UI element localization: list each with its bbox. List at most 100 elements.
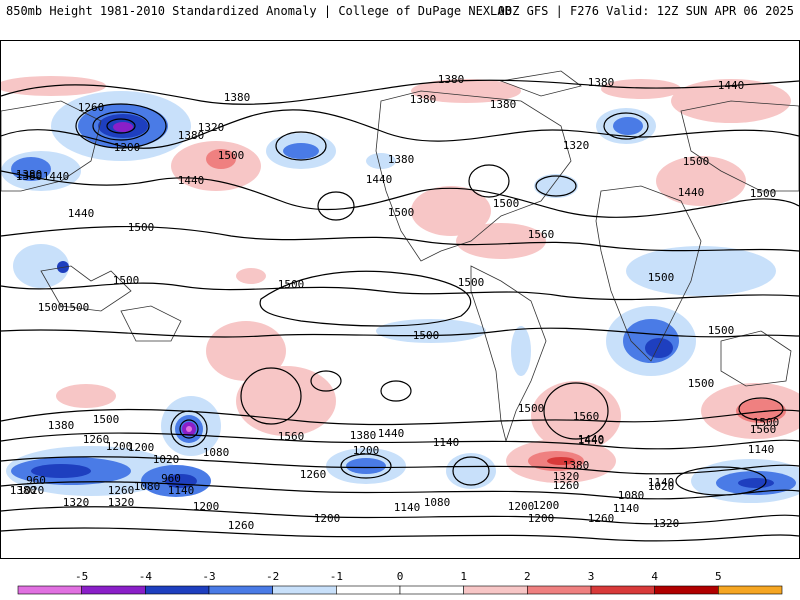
contour-label: 1260 (300, 468, 327, 481)
contour-label: 1140 (168, 484, 195, 497)
colorbar-swatch (272, 585, 337, 595)
contour-label: 1260 (83, 433, 110, 446)
colorbar-swatch (654, 585, 719, 595)
colorbar-swatch (590, 585, 655, 595)
contour-label: 1320 (653, 517, 680, 530)
contour-label: 1200 (128, 441, 155, 454)
colorbar-tick-label: 5 (715, 570, 722, 583)
contour-label: 1440 (366, 173, 393, 186)
contour-label: 1380 (224, 91, 251, 104)
contour-label: 1440 (718, 79, 745, 92)
colorbar-swatch (399, 585, 464, 595)
contour-label: 1560 (528, 228, 555, 241)
contour-label: 1200 (193, 500, 220, 513)
colorbar-tick-label: -4 (139, 570, 153, 583)
contour-label: 1380 (410, 93, 437, 106)
contour-label: 1440 (378, 427, 405, 440)
contour-label: 1200 (508, 500, 535, 513)
colorbar-swatch (81, 585, 146, 595)
contour-label: 1560 (573, 410, 600, 423)
contour-label: 1380 (388, 153, 415, 166)
colorbar-swatch (463, 585, 528, 595)
contour-label: 1500 (708, 324, 735, 337)
colorbar-tick-label: 3 (588, 570, 595, 583)
contour-label: 1500 (753, 416, 780, 429)
contour-label: 1260 (588, 512, 615, 525)
contour-label: 960 (26, 474, 46, 487)
height-contours (1, 79, 799, 542)
colorbar-swatches (17, 585, 783, 595)
contour-label: 1200 (314, 512, 341, 525)
contour-label: 1380 (178, 129, 205, 142)
contour-label: 1500 (93, 413, 120, 426)
contour-label: 1320 (563, 139, 590, 152)
contour-label: 1500 (63, 301, 90, 314)
contour-label: 1080 (134, 480, 161, 493)
contour-label: 1020 (18, 484, 45, 497)
colorbar-swatch (527, 585, 592, 595)
contour-label: 1500 (688, 377, 715, 390)
colorbar-tick-label: -2 (266, 570, 279, 583)
contour-label: 1380 (588, 76, 615, 89)
map-panel: 1380 1380 1380 1380 1380 1380 1440 1260 1200 1320… (0, 40, 800, 559)
contour-label: 1500 (518, 402, 545, 415)
contour-label: 1380 (48, 419, 75, 432)
contour-label: 1020 (153, 453, 180, 466)
colorbar-tick-label: 4 (651, 570, 658, 583)
colorbar-tick-label: 2 (524, 570, 531, 583)
contour-label: 1200 (533, 499, 560, 512)
contour-label: 1080 (203, 446, 230, 459)
colorbar-legend: -5 -4 -3 -2 -1 0 1 2 3 4 5 (17, 570, 783, 595)
contour-label: 1500 (38, 301, 65, 314)
contour-label: 1380 (350, 429, 377, 442)
colorbar-tick-label: -3 (202, 570, 215, 583)
colorbar-swatch (17, 585, 82, 595)
contour-label: 1500 (218, 149, 245, 162)
contour-label: 1380 (16, 168, 43, 181)
contour-label: 1440 (678, 186, 705, 199)
contour-label: 1500 (648, 271, 675, 284)
contour-label: 1500 (683, 155, 710, 168)
contour-label: 1560 (278, 430, 305, 443)
colorbar-swatch (145, 585, 210, 595)
colorbar-tick-label: 0 (397, 570, 404, 583)
contour-label: 1260 (78, 101, 105, 114)
contour-label: 1140 (748, 443, 775, 456)
map-title: 850mb Height 1981-2010 Standardized Anom… (6, 4, 512, 18)
contour-label: 1500 (128, 221, 155, 234)
colorbar-tick-label: -1 (330, 570, 343, 583)
contour-label: 1320 (63, 496, 90, 509)
contour-label: 1260 (553, 479, 580, 492)
contour-label: 1500 (493, 197, 520, 210)
contour-label: 1200 (528, 512, 555, 525)
colorbar-swatch (208, 585, 273, 595)
contour-label: 1440 (68, 207, 95, 220)
contour-label: 1200 (353, 444, 380, 457)
contour-label: 1440 (578, 433, 605, 446)
contour-label: 1140 (394, 501, 421, 514)
colorbar-tick-label: 1 (460, 570, 467, 583)
contour-label: 1380 (438, 73, 465, 86)
contour-label: 1320 (108, 496, 135, 509)
colorbar-swatch (718, 585, 783, 595)
contour-label: 1500 (278, 278, 305, 291)
contour-label: 1260 (228, 519, 255, 532)
colorbar-tick-labels: -5 -4 -3 -2 -1 0 1 2 3 4 5 (75, 570, 722, 583)
contour-label: 1500 (113, 274, 140, 287)
contour-label: 1500 (458, 276, 485, 289)
contour-label: 1080 (618, 489, 645, 502)
contour-label: 1500 (388, 206, 415, 219)
contour-label: 1260 (108, 484, 135, 497)
contour-label: 1440 (178, 174, 205, 187)
contour-label: 1380 (563, 459, 590, 472)
contour-label: 1080 (424, 496, 451, 509)
contour-label: 1320 (553, 470, 580, 483)
contour-label: 1200 (114, 141, 141, 154)
contour-label: 1440 (43, 170, 70, 183)
contour-label: 1380 (490, 98, 517, 111)
colorbar-tick-label: -5 (75, 570, 88, 583)
contour-label: 1020 (648, 480, 675, 493)
valid-time-label: 00Z GFS | F276 Valid: 12Z SUN APR 06 202… (497, 4, 794, 18)
contour-label: 1560 (750, 423, 777, 436)
